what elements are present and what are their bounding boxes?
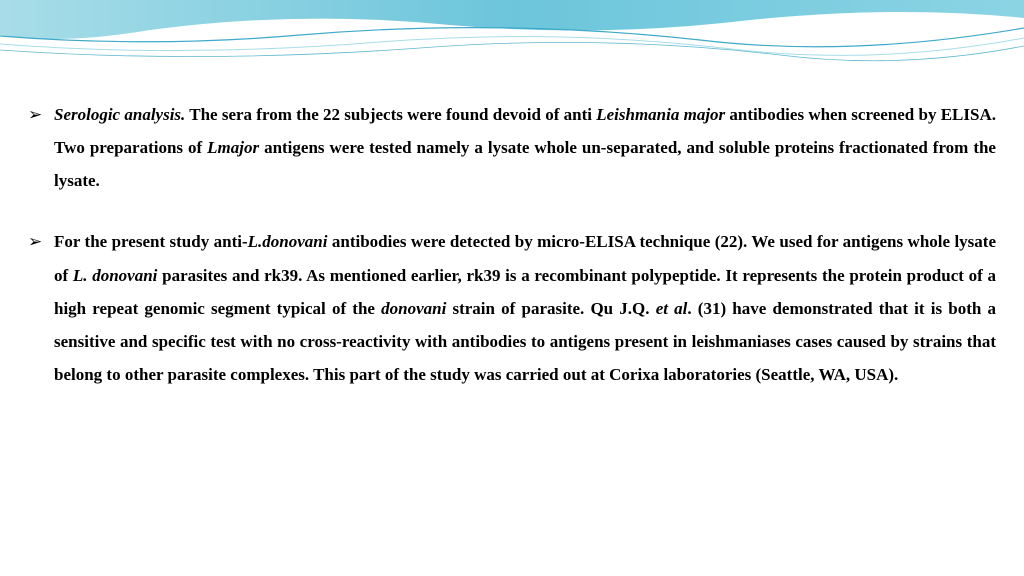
text-segment: donovani bbox=[381, 299, 446, 318]
text-segment: For the present study anti- bbox=[54, 232, 248, 251]
bullet-marker: ➢ bbox=[28, 98, 54, 131]
text-segment: strain of parasite. Qu J.Q. bbox=[446, 299, 655, 318]
text-segment: Lmajor bbox=[207, 138, 259, 157]
text-segment: L. donovani bbox=[73, 266, 158, 285]
wave-decoration bbox=[0, 0, 1024, 90]
bullet-text: For the present study anti-L.donovani an… bbox=[54, 225, 996, 391]
bullet-item: ➢ Serologic analysis. The sera from the … bbox=[28, 98, 996, 197]
text-segment: Serologic analysis. bbox=[54, 105, 185, 124]
bullet-item: ➢ For the present study anti-L.donovani … bbox=[28, 225, 996, 391]
text-segment: L.donovani bbox=[248, 232, 328, 251]
text-segment: Leishmania major bbox=[596, 105, 725, 124]
bullet-marker: ➢ bbox=[28, 225, 54, 258]
text-segment: et al bbox=[656, 299, 688, 318]
bullet-text: Serologic analysis. The sera from the 22… bbox=[54, 98, 996, 197]
slide-content: ➢ Serologic analysis. The sera from the … bbox=[28, 98, 996, 419]
text-segment: The sera from the 22 subjects were found… bbox=[185, 105, 596, 124]
